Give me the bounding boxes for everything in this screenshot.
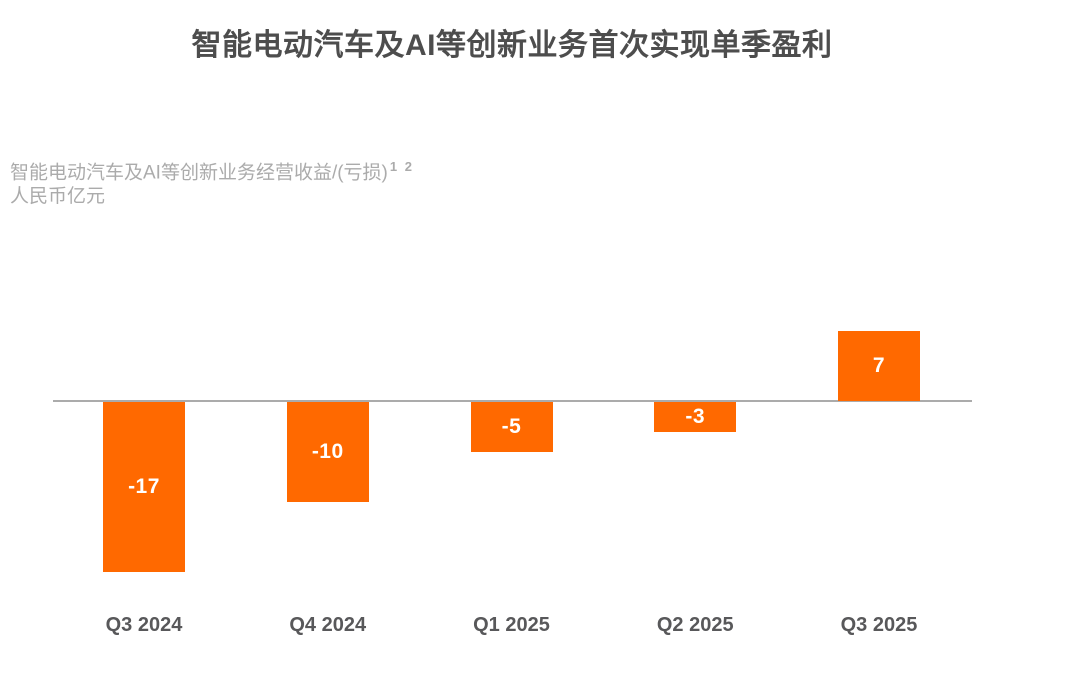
- unit-label: 人民币亿元: [10, 186, 106, 207]
- zero-axis-line: [53, 400, 972, 402]
- bar-value-label: -17: [128, 475, 160, 498]
- category-label: Q2 2025: [656, 614, 734, 636]
- bar-value-label: -10: [311, 440, 344, 463]
- bar-value-label: -5: [501, 415, 522, 438]
- bar-q1-2025: -5: [470, 402, 553, 452]
- chart-title: 智能电动汽车及AI等创新业务首次实现单季盈利: [191, 29, 833, 62]
- bar-q4-2024: -10: [286, 402, 369, 502]
- bar-value-label: 7: [872, 354, 886, 377]
- bar-q2-2025: -3: [654, 402, 737, 432]
- category-label: Q3 2025: [840, 614, 918, 636]
- metric-label: 智能电动汽车及AI等创新业务经营收益/(亏损) 1 2: [10, 152, 414, 188]
- metric-label-text: 智能电动汽车及AI等创新业务经营收益/(亏损): [10, 162, 388, 184]
- footnote-markers: 1 2: [389, 159, 414, 174]
- bar-q3-2024: -17: [103, 402, 185, 572]
- bar-value-label: -3: [685, 405, 706, 428]
- category-label: Q4 2024: [289, 614, 367, 636]
- category-label: Q1 2025: [473, 614, 550, 636]
- bar-q3-2025: 7: [838, 331, 920, 401]
- category-label: Q3 2024: [105, 614, 183, 636]
